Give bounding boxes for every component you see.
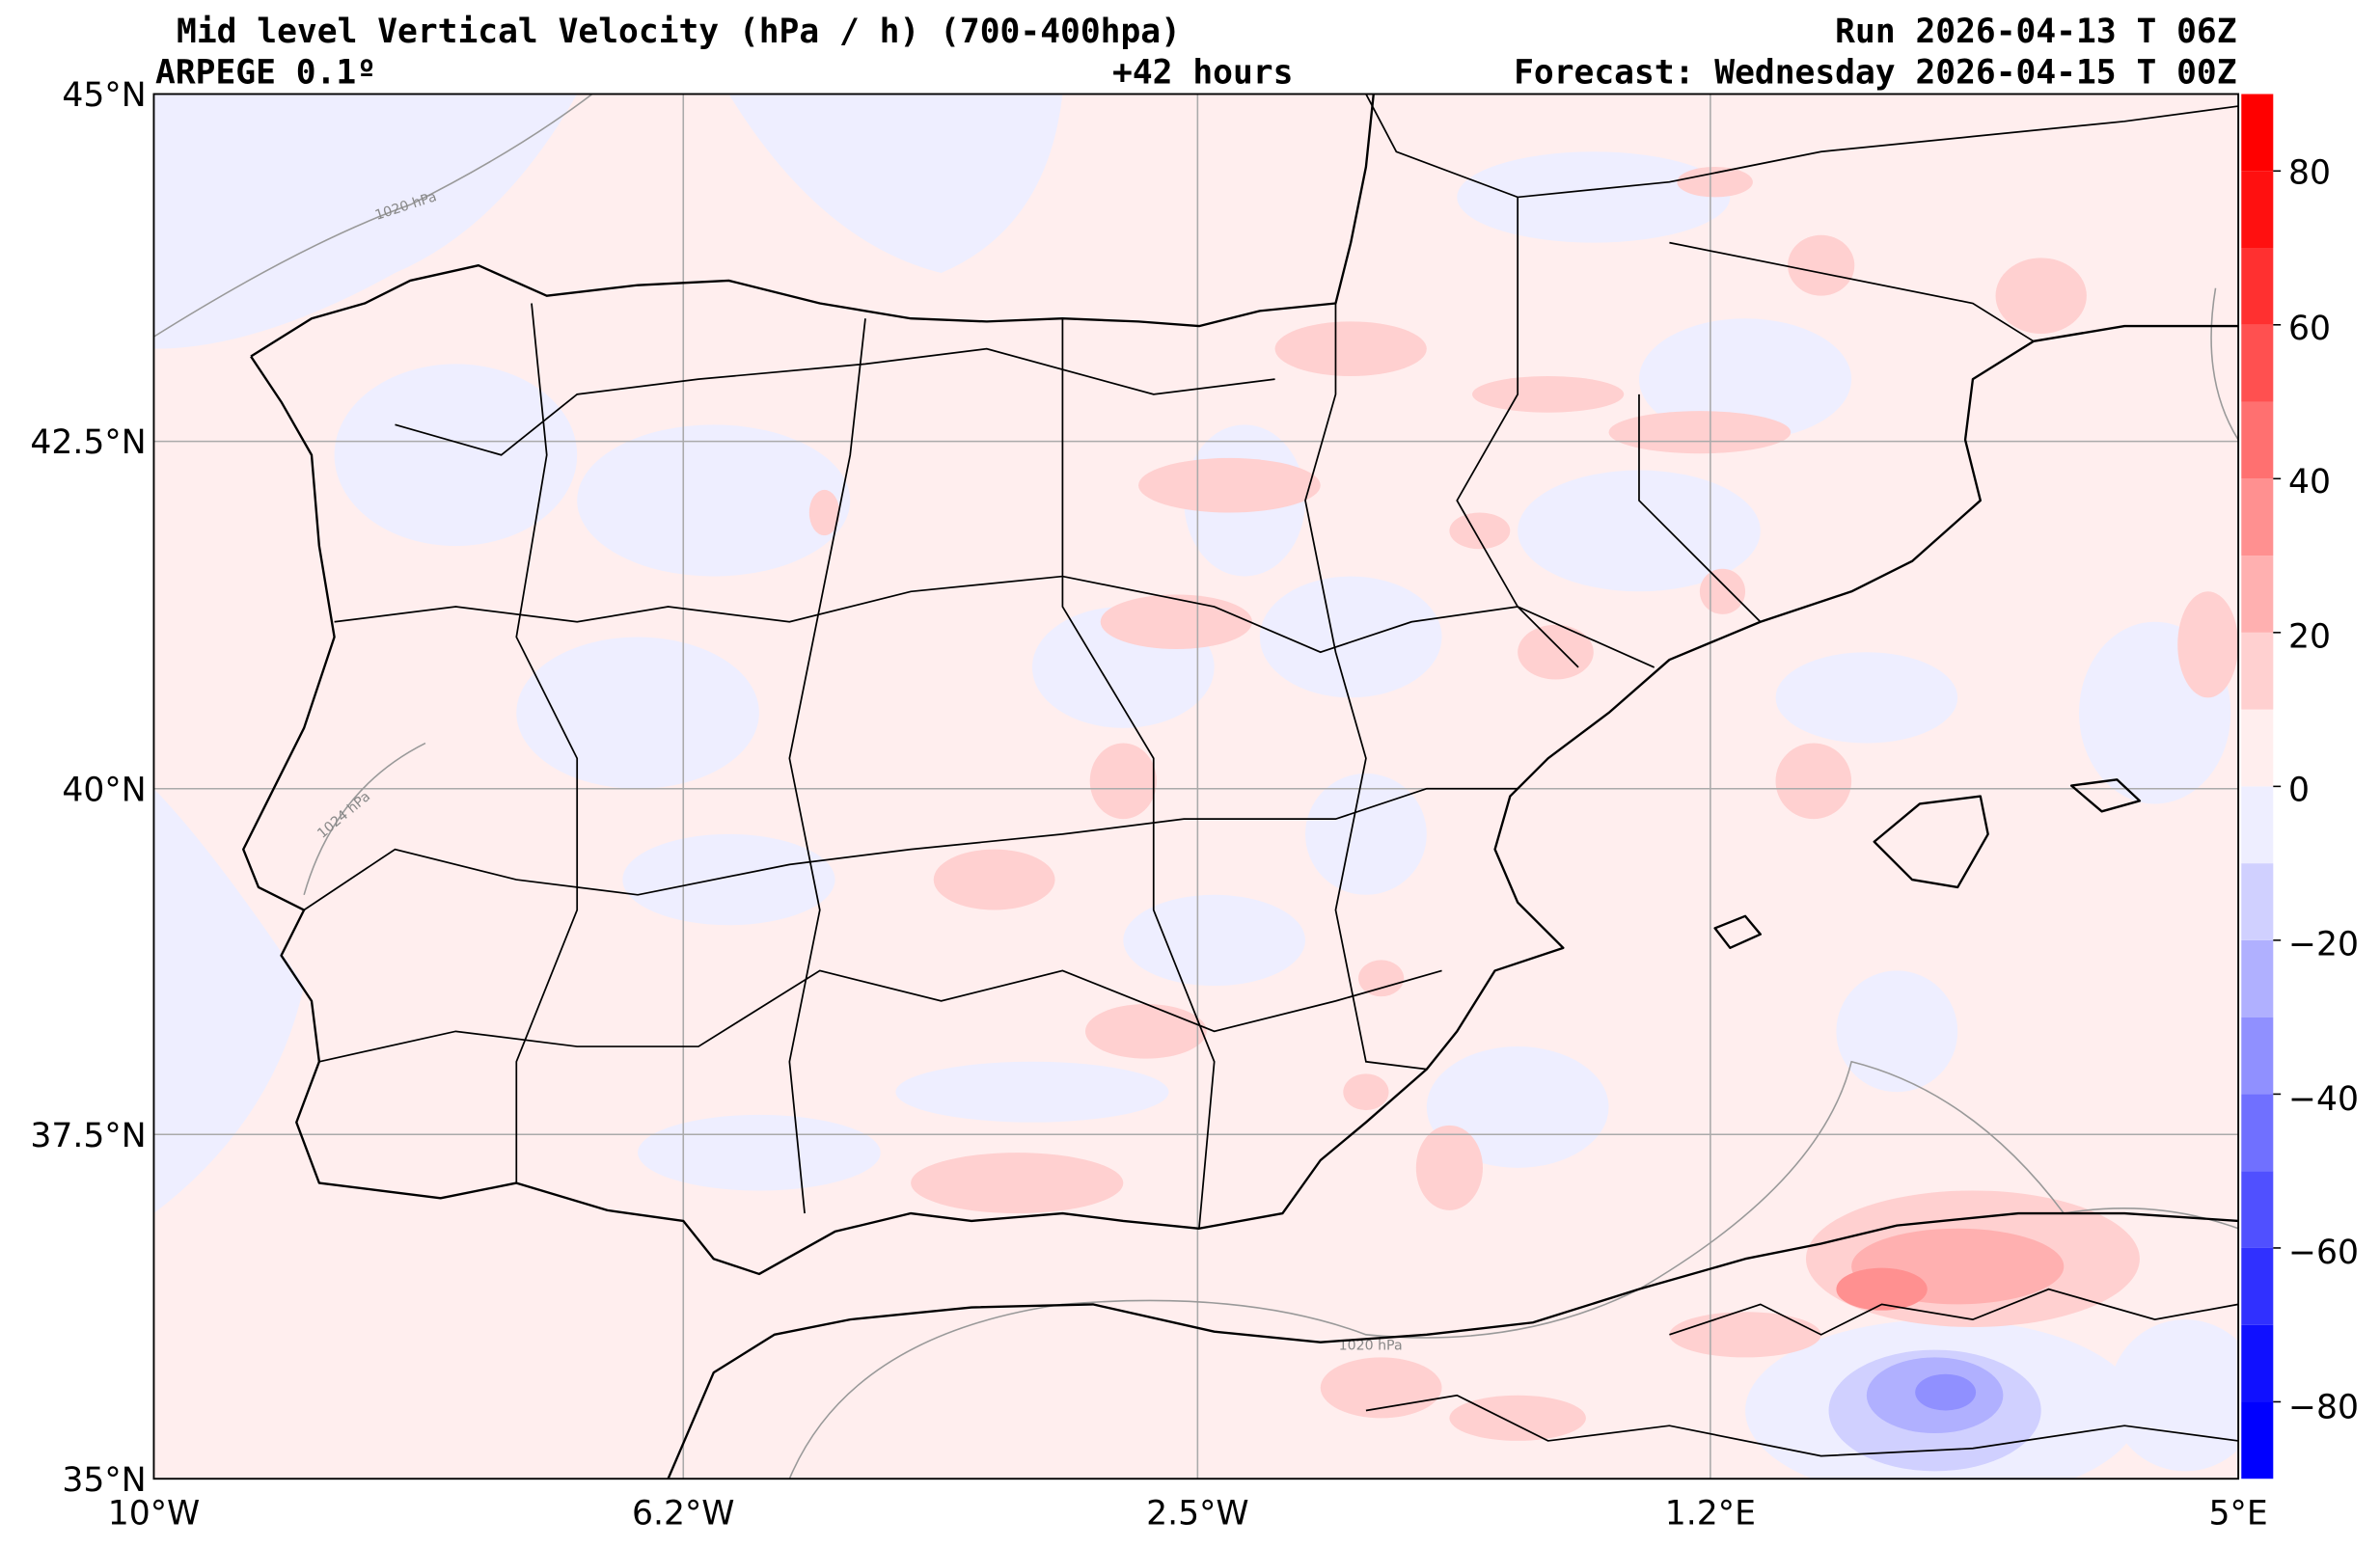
colorbar-label: 60	[2288, 310, 2331, 348]
colorbar-band	[2241, 863, 2274, 940]
colorbar-band	[2241, 556, 2274, 633]
lat-label: 42.5°N	[30, 423, 146, 462]
colorbar-ticks: 80 60 40 20 0 −20 −40 −60 −80	[2288, 153, 2359, 1426]
colorbar-band	[2241, 1324, 2274, 1402]
colorbar-label: 20	[2288, 617, 2331, 656]
colorbar-band	[2241, 401, 2274, 479]
lon-axis: 10°W 6.2°W 2.5°W 1.2°E 5°E	[108, 1494, 2268, 1533]
colorbar-band	[2241, 786, 2274, 864]
model-name: ARPEGE 0.1º	[155, 53, 376, 92]
forecast-time: Forecast: Wednesday 2026-04-15 T 00Z	[1514, 53, 2236, 92]
colorbar-band	[2241, 1401, 2274, 1479]
lat-label: 40°N	[62, 771, 146, 809]
gridlines	[153, 94, 2239, 1479]
mallorca	[1873, 795, 1989, 889]
lon-label: 5°E	[2209, 1494, 2268, 1533]
ibiza	[1713, 914, 1762, 950]
run-time: Run 2026-04-13 T 06Z	[1835, 13, 2236, 51]
admin-borders	[303, 94, 2239, 1457]
colorbar-label: 0	[2288, 771, 2310, 809]
colorbar-band	[2241, 1094, 2274, 1172]
lat-label: 35°N	[62, 1461, 146, 1500]
lat-axis: 45°N 42.5°N 40°N 37.5°N 35°N	[30, 76, 146, 1500]
med-coast	[242, 324, 2239, 1276]
colorbar-band	[2241, 1017, 2274, 1095]
ascending-areas	[808, 166, 2239, 1441]
lon-label: 2.5°W	[1146, 1494, 1248, 1533]
lead-time: +42 hours	[1112, 53, 1293, 92]
pressure-contours	[153, 94, 2239, 1479]
low-center	[1828, 1349, 2041, 1472]
colorbar	[2241, 94, 2282, 1479]
title: Mid level Vertical Velocity (hPa / h) (7…	[177, 13, 1181, 51]
colorbar-label: 80	[2288, 153, 2331, 192]
colorbar-band	[2241, 939, 2274, 1018]
colorbar-band	[2241, 478, 2274, 556]
contour-label: 1020 hPa	[1339, 1339, 1403, 1354]
colorbar-band	[2241, 1247, 2274, 1325]
lon-label: 10°W	[108, 1494, 200, 1533]
north-africa-coast	[667, 1211, 2239, 1479]
colorbar-band	[2241, 1171, 2274, 1248]
lat-label: 37.5°N	[30, 1117, 146, 1155]
colorbar-band	[2241, 171, 2274, 249]
map-frame	[152, 93, 2240, 1480]
lon-label: 6.2°W	[632, 1494, 734, 1533]
colorbar-band	[2241, 248, 2274, 325]
colorbar-label: 40	[2288, 463, 2331, 502]
lat-label: 45°N	[62, 76, 146, 115]
colorbar-label: −60	[2288, 1234, 2359, 1272]
colorbar-band	[2241, 709, 2274, 787]
colorbar-band	[2241, 324, 2274, 402]
map-area: 1020 hPa 1024 hPa 1020 hPa	[153, 94, 2239, 1479]
menorca	[2069, 778, 2142, 813]
colorbar-label: −20	[2288, 926, 2359, 964]
colorbar-label: −40	[2288, 1080, 2359, 1119]
colorbar-band	[2241, 94, 2274, 172]
lon-label: 1.2°E	[1665, 1494, 1756, 1533]
colorbar-label: −80	[2288, 1388, 2359, 1426]
colorbar-band	[2241, 632, 2274, 710]
